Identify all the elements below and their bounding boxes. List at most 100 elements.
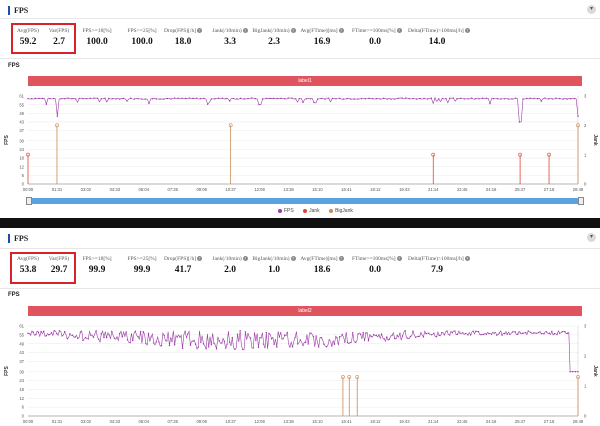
scroll-handle-left[interactable] [26,197,32,205]
fps-point [551,98,554,100]
fps-point [56,115,59,117]
fps-point [228,100,231,102]
x-tick-label: 27:18 [544,187,555,192]
help-icon[interactable]: ? [242,256,248,262]
metric-2: FPS>=18[%] 100.0 [75,28,119,47]
fps-point [489,102,491,105]
fps-point [61,335,63,337]
fps-point [507,98,510,100]
fps-point [126,339,129,341]
fps-point [202,343,205,345]
fps-point [287,97,290,99]
fps-point [386,98,389,100]
fps-point [210,344,213,346]
help-icon[interactable]: ? [197,28,203,34]
x-tick-label: 16:41 [341,419,352,424]
fps-point [132,339,134,342]
fps-point [236,333,239,335]
fps-point [158,341,160,343]
fps-point [349,98,352,100]
fps-point [415,98,418,100]
fps-point [137,98,139,100]
x-tick-label: 09:06 [196,187,207,192]
fps-chart[interactable]: 61 55 49 43 37 30 24 18 12 6 0 3 2 1 0 FPS Jank 00:00 01:3… [0,320,600,426]
help-icon[interactable]: ? [396,256,402,262]
x-tick-label: 24:16 [486,419,497,424]
fps-point [30,97,33,100]
metric-7: Avg(FTime)[ms]? 16.9 [300,28,344,47]
fps-point [166,340,168,342]
fps-point [419,97,422,100]
fps-point [294,336,296,339]
fps-point [283,98,286,100]
fps-point [63,98,66,100]
fps-point [78,97,81,100]
help-icon[interactable]: ? [290,28,296,34]
fps-chart[interactable]: 61 55 49 43 37 30 24 18 12 6 0 3 2 1 0 FPS Jank 00:00 01:3… [0,90,600,194]
fps-point [346,97,348,100]
help-icon[interactable]: ? [338,28,344,34]
y2-tick-label: 1 [584,152,587,157]
fps-point [195,97,198,99]
fps-point [430,334,433,336]
fps-point [327,97,330,100]
fps-point [540,332,543,335]
metric-value: 0.0 [369,37,381,47]
fps-point [380,333,383,335]
bigjank-marker [355,375,360,379]
fps-point [375,334,378,336]
fps-point [206,103,209,105]
help-icon[interactable]: ? [464,256,470,262]
fps-point [456,98,458,100]
metric-label: FPS>=25[%] [127,28,157,34]
collapse-icon[interactable]: ▾ [587,5,596,14]
x-tick-label: 04:33 [110,187,121,192]
fps-point [286,331,288,334]
fps-point [430,97,433,99]
collapse-icon[interactable]: ▾ [587,233,596,242]
help-icon[interactable]: ? [197,256,203,262]
fps-point [527,330,529,332]
bigjank-marker [576,375,580,379]
legend-fps[interactable]: FPS [278,208,294,214]
fps-point [544,97,546,99]
help-icon[interactable]: ? [290,256,296,262]
legend-bigjank[interactable]: BigJank [329,208,353,214]
fps-point [162,98,165,100]
fps-point [228,341,231,343]
fps-point [506,333,508,335]
fps-point [441,97,444,100]
fps-point [263,343,265,345]
help-icon[interactable]: ? [338,256,344,262]
fps-point [445,97,447,100]
timeline-scrollbar[interactable] [26,197,584,205]
fps-panel-2: FPS ▾ Avg(FPS) 53.8 Var(FPS) 29.7 FPS>=18[%]… [0,228,600,426]
scroll-handle-right[interactable] [578,197,584,205]
fps-point [126,100,128,102]
fps-point [386,336,388,338]
fps-point [564,331,566,333]
fps-point [481,97,484,99]
fps-point [335,98,337,100]
fps-point [231,336,233,339]
fps-point [140,98,143,100]
help-icon[interactable]: ? [464,28,470,34]
y-tick-label: 43 [19,120,24,125]
fps-point [60,98,62,100]
fps-point [265,331,268,334]
fps-point [171,340,173,343]
help-icon[interactable]: ? [396,28,402,34]
fps-point [501,334,503,336]
fps-point [133,98,136,100]
fps-point [197,346,199,348]
fps-point [27,332,29,334]
metric-label: Jank(/10min)? [212,256,248,262]
fps-point [147,332,150,334]
y-tick-label: 37 [19,359,24,364]
fps-point [371,97,374,100]
bigjank-marker [55,123,59,128]
fps-point [283,334,286,336]
help-icon[interactable]: ? [242,28,248,34]
fps-point [532,332,535,334]
legend-jank[interactable]: Jank [303,208,320,214]
